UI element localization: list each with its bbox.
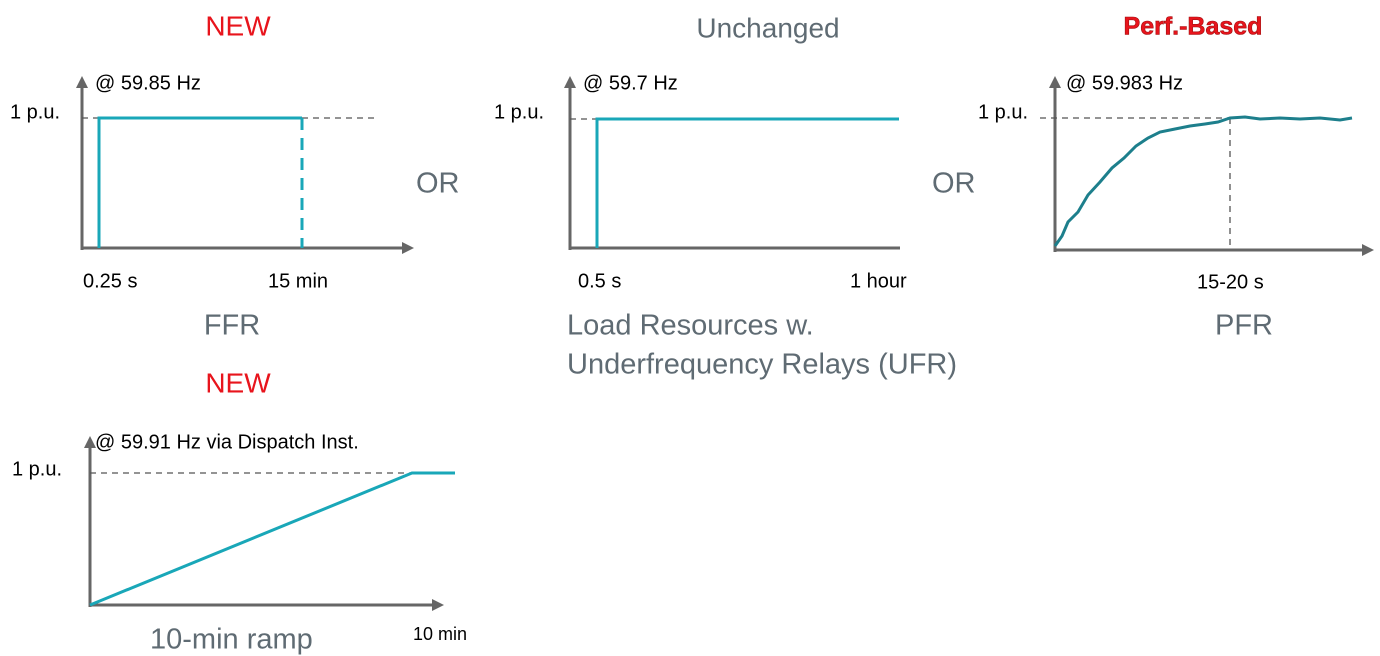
header: NEW: [205, 367, 271, 398]
header: Unchanged: [696, 12, 839, 43]
name: Load Resources w.: [567, 310, 814, 342]
name: 10-min ramp: [150, 624, 313, 656]
trigger: @ 59.983 Hz: [1066, 72, 1183, 94]
or: OR: [416, 168, 460, 200]
name: PFR: [1215, 310, 1273, 342]
y-label: 1 p.u.: [494, 101, 544, 123]
response: [595, 117, 899, 248]
x-label: 0.25 s: [83, 270, 137, 292]
x-label: 15-20 s: [1197, 271, 1264, 293]
x-label: 15 min: [268, 270, 328, 292]
x-label: 1 hour: [850, 270, 907, 292]
x-label: 0.5 s: [578, 270, 621, 292]
header: NEW: [205, 10, 271, 41]
or: OR: [932, 168, 976, 200]
name: FFR: [204, 310, 260, 342]
response: [89, 471, 455, 607]
y-label: 1 p.u.: [978, 101, 1028, 123]
trigger: @ 59.7 Hz: [583, 72, 678, 94]
trigger: @ 59.85 Hz: [95, 72, 201, 94]
response: [97, 116, 302, 248]
response: [1053, 115, 1353, 247]
header: Perf.-Based: [1124, 13, 1263, 41]
trigger: @ 59.91 Hz via Dispatch Inst.: [95, 431, 359, 453]
x-label: 10 min: [413, 624, 467, 644]
y-label: 1 p.u.: [10, 101, 60, 123]
name: Underfrequency Relays (UFR): [567, 349, 957, 381]
y-label: 1 p.u.: [12, 458, 62, 480]
